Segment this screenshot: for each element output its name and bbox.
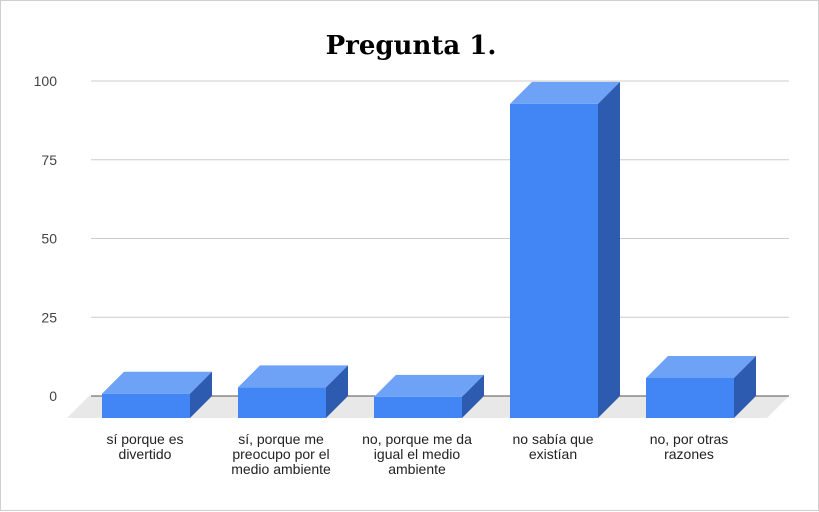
bar: [374, 374, 484, 418]
x-category-label: no, porque me da igual el medio ambiente: [362, 431, 472, 477]
bar: [646, 355, 756, 418]
x-category-label: no sabía que existían: [513, 431, 594, 462]
y-tick-label: 75: [41, 152, 57, 168]
y-axis-ticks: 0 25 50 75 100: [34, 73, 58, 404]
bar-side: [734, 355, 756, 418]
y-tick-label: 50: [41, 231, 57, 247]
bar: [510, 81, 620, 419]
bar: [238, 365, 348, 418]
chart-title: Pregunta 1.: [326, 31, 497, 61]
gridlines: [91, 80, 789, 397]
bar-side: [462, 374, 484, 418]
x-category-label: sí, porque me preocupo por el medio ambien…: [231, 431, 331, 477]
bar-top: [238, 365, 348, 388]
bar-top: [374, 374, 484, 397]
bar-top: [102, 371, 212, 394]
bar-side: [190, 371, 212, 418]
bar-front: [102, 393, 190, 418]
bar-side: [598, 81, 620, 419]
x-category-label: no, por otras razones: [650, 431, 729, 462]
bar-front: [510, 103, 598, 419]
x-axis-labels: sí porque es divertido sí, porque me preocu…: [106, 431, 728, 477]
x-category-label: sí porque es divertido: [106, 431, 183, 462]
bar-top: [646, 355, 756, 378]
y-tick-label: 25: [41, 309, 57, 325]
bar-front: [238, 387, 326, 418]
bar-front: [374, 396, 462, 418]
y-tick-label: 100: [34, 73, 58, 89]
bar: [102, 371, 212, 418]
bar-side: [326, 365, 348, 418]
bars: [102, 81, 756, 419]
bar-top: [510, 81, 620, 104]
bar-front: [646, 377, 734, 418]
y-tick-label: 0: [49, 388, 57, 404]
